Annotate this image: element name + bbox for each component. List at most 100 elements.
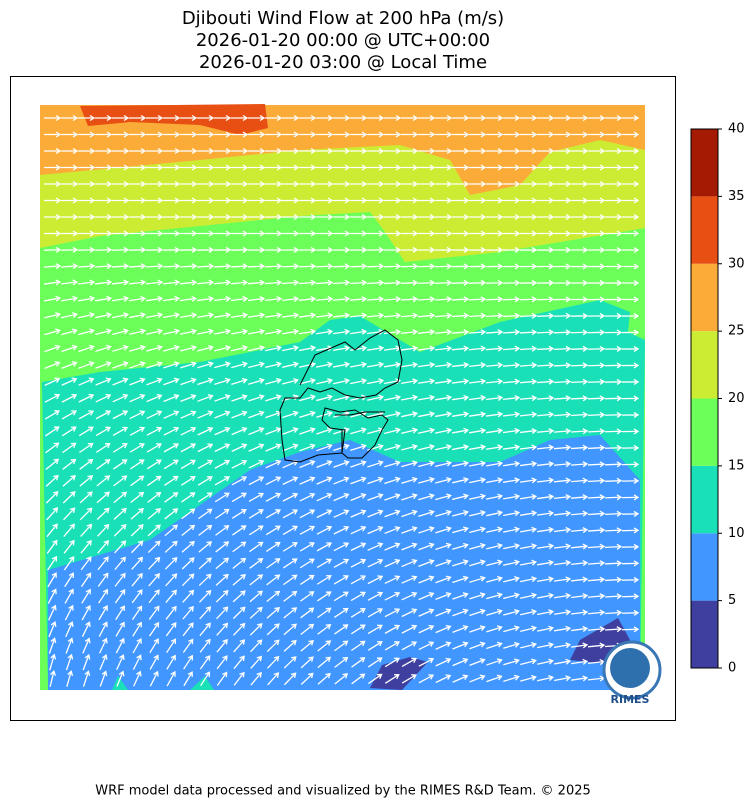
colorbar-band — [691, 129, 718, 197]
wind-arrow — [282, 476, 299, 485]
wind-arrow — [435, 624, 452, 634]
wind-arrow — [621, 593, 640, 600]
wind-arrow — [553, 378, 572, 385]
wind-arrow — [502, 427, 521, 434]
wind-arrow — [536, 411, 555, 418]
wind-arrow — [452, 131, 470, 138]
wind-arrows — [43, 114, 640, 687]
wind-arrow — [486, 674, 503, 683]
wind-arrow — [63, 539, 75, 554]
wind-arrow — [216, 606, 229, 620]
wind-arrow — [131, 556, 144, 570]
wind-arrow — [61, 426, 77, 437]
wind-arrow — [282, 492, 299, 502]
wind-arrow — [503, 147, 521, 155]
wind-arrow — [434, 378, 453, 385]
wind-arrow — [65, 637, 74, 654]
wind-arrow — [112, 361, 129, 369]
wind-arrow — [197, 410, 214, 419]
wind-arrow — [570, 543, 589, 550]
wind-arrow — [588, 147, 606, 155]
wind-arrow — [536, 246, 555, 254]
wind-arrow — [147, 491, 162, 503]
wind-arrow — [451, 246, 470, 254]
wind-arrow — [401, 657, 418, 667]
colorbar-band — [691, 331, 718, 399]
wind-arrow — [95, 164, 113, 171]
wind-arrow — [180, 377, 197, 386]
wind-arrow — [350, 164, 368, 171]
wind-arrow — [332, 246, 351, 253]
wind-arrow — [571, 230, 589, 237]
wind-arrow — [96, 491, 110, 504]
wind-arrow — [197, 180, 215, 188]
wind-arrow — [265, 394, 282, 402]
wind-arrow — [520, 197, 538, 204]
wind-arrow — [452, 197, 470, 204]
wind-arrow — [588, 180, 606, 188]
wind-arrow — [452, 592, 469, 600]
wind-arrow — [604, 378, 623, 385]
wind-arrow — [384, 213, 402, 221]
wind-arrow — [147, 524, 161, 537]
wind-arrow — [435, 575, 452, 584]
wind-arrow — [502, 263, 521, 270]
wind-arrow — [537, 180, 555, 188]
wind-arrow — [401, 147, 419, 155]
wind-arrow — [435, 657, 452, 667]
wind-arrow — [434, 345, 453, 352]
wind-arrow — [48, 620, 57, 638]
wind-arrow — [315, 279, 334, 286]
wind-arrow — [146, 147, 164, 155]
wind-arrow — [452, 180, 470, 188]
wind-arrow — [485, 362, 504, 369]
logo: RIMES — [602, 640, 662, 706]
wind-arrow — [587, 362, 606, 369]
wind-arrow — [604, 411, 623, 418]
wind-arrow — [520, 230, 538, 237]
wind-arrow — [316, 197, 334, 204]
wind-arrow — [571, 197, 589, 204]
wind-arrow — [43, 279, 62, 286]
wind-arrow — [503, 592, 520, 600]
wind-arrow — [316, 492, 333, 502]
wind-arrow — [554, 675, 572, 682]
wind-arrow — [95, 114, 113, 122]
wind-arrow — [503, 164, 521, 171]
wind-arrow — [78, 114, 96, 122]
wind-arrow — [333, 164, 351, 171]
wind-arrow — [180, 197, 198, 204]
wind-arrow — [197, 147, 215, 155]
wind-arrow — [315, 296, 334, 303]
wind-arrow — [367, 197, 385, 204]
wind-arrow — [199, 622, 211, 637]
wind-arrow — [47, 555, 58, 571]
wind-arrow — [180, 213, 198, 221]
wind-arrow — [503, 477, 521, 484]
wind-arrow — [520, 114, 538, 122]
wind-arrow — [384, 575, 401, 585]
wind-arrow — [163, 131, 181, 138]
wind-arrow — [182, 589, 195, 603]
wind-arrow — [316, 213, 334, 221]
wind-arrow — [78, 197, 96, 204]
colorbar-tick-label: 35 — [728, 189, 745, 204]
wind-arrow — [116, 670, 125, 687]
wind-arrow — [299, 394, 316, 402]
wind-arrow — [316, 147, 334, 155]
wind-arrow — [401, 460, 418, 468]
wind-arrow — [384, 114, 402, 122]
wind-arrow — [587, 560, 606, 567]
wind-arrow — [486, 477, 504, 484]
wind-arrow — [248, 377, 265, 385]
wind-arrow — [180, 394, 197, 403]
wind-arrow — [198, 573, 212, 587]
wind-arrow — [148, 605, 160, 620]
wind-arrow — [197, 492, 213, 503]
wind-arrow — [434, 329, 453, 336]
wind-arrow — [146, 180, 164, 188]
wind-arrow — [266, 623, 280, 636]
wind-arrow — [350, 476, 367, 485]
wind-arrow — [300, 640, 315, 652]
